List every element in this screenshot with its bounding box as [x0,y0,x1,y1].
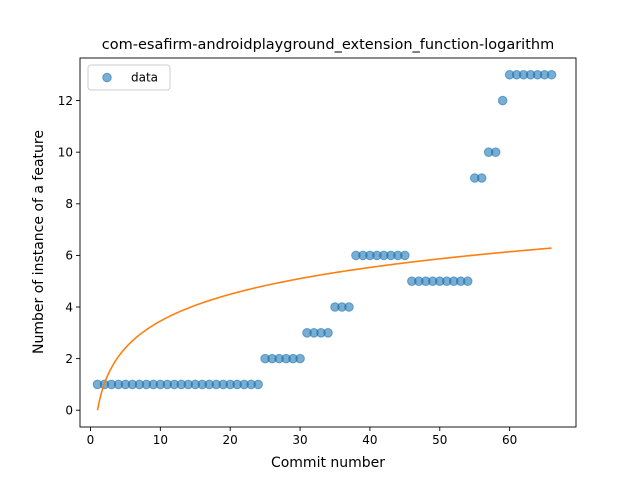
x-tick-label: 60 [502,433,517,447]
legend-box [87,64,171,91]
y-tick-label: 12 [58,94,73,108]
data-point [490,147,501,157]
data-point [476,173,487,183]
y-tick-label: 2 [65,352,73,366]
data-point [323,328,333,338]
y-axis-label: Number of instance of a feature [31,130,47,354]
axes-background [80,58,576,427]
x-tick-label: 10 [153,433,168,447]
x-tick-label: 20 [223,433,238,447]
y-tick-label: 6 [65,249,73,263]
x-tick-label: 40 [362,433,377,447]
legend-marker [102,72,112,83]
y-tick-label: 4 [65,300,73,314]
chart-title: com-esafirm-androidplayground_extension_… [102,37,554,53]
x-axis-label: Commit number [271,455,385,471]
data-point [344,302,354,312]
data-point [546,69,557,80]
x-tick-label: 0 [87,433,95,447]
data-point [462,276,473,287]
y-axis-ticks: 0 2 4 6 8 10 12 [58,94,80,418]
x-tick-label: 50 [432,433,447,447]
data-point [253,379,263,390]
axes-frame [79,57,577,428]
y-tick-label: 10 [58,145,73,159]
data-points [92,69,557,390]
data-point [497,95,508,106]
legend: data [87,64,171,91]
fit-line [96,247,552,411]
data-point [400,250,410,261]
y-tick-label: 8 [65,197,73,211]
x-axis-ticks: 0 10 20 30 40 50 60 [87,427,517,447]
plot-area [79,57,577,428]
y-tick-label: 0 [65,404,73,418]
data-point [295,353,305,364]
legend-label: data [131,71,158,85]
x-tick-label: 30 [292,433,307,447]
